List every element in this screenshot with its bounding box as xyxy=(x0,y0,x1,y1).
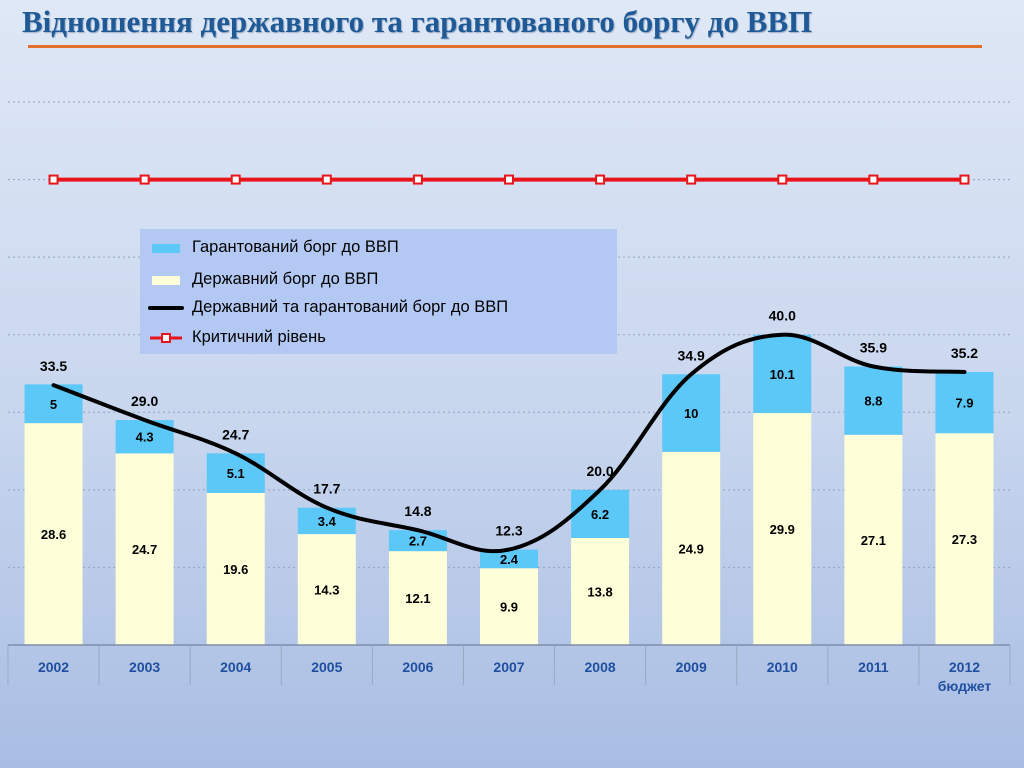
x-tick-label: 2004 xyxy=(220,659,251,675)
bars xyxy=(24,334,994,645)
critical-level-marker xyxy=(959,174,970,185)
bar-state-debt xyxy=(571,537,630,645)
x-tick-label: 2006 xyxy=(402,659,433,675)
label-total-debt: 34.9 xyxy=(678,347,705,363)
critical-level-marker xyxy=(321,174,332,185)
legend-item-guaranteed: Гарантований борг до ВВП xyxy=(140,236,610,260)
legend-swatch-critical xyxy=(150,333,182,343)
label-guaranteed-debt: 10.1 xyxy=(770,367,795,382)
legend-item-critical: Критичний рівень xyxy=(140,326,610,350)
label-total-debt: 14.8 xyxy=(404,503,431,519)
data-labels: 28.6 5 24.7 4.3 19.6 5.1 14.3 3.4 12.1 2.7 9.9 2.4 1… xyxy=(40,308,978,615)
legend-swatch-guaranteed xyxy=(152,244,180,253)
label-state-debt: 28.6 xyxy=(41,527,66,542)
bar-state-debt xyxy=(753,413,812,645)
label-guaranteed-debt: 5 xyxy=(50,397,57,412)
label-total-debt: 40.0 xyxy=(769,308,796,324)
title-underline xyxy=(28,45,982,48)
critical-level-line xyxy=(48,174,970,185)
x-tick-label: 2007 xyxy=(493,659,524,675)
bar-state-debt xyxy=(480,568,538,645)
label-state-debt: 29.9 xyxy=(770,522,795,537)
bar-state-debt xyxy=(388,551,447,645)
critical-level-marker xyxy=(139,174,150,185)
slide-title: Відношення державного та гарантованого б… xyxy=(22,4,813,39)
legend-item-total: Державний та гарантований борг до ВВП xyxy=(140,296,610,320)
x-tick-label: 2010 xyxy=(767,659,798,675)
critical-level-marker xyxy=(777,174,788,185)
label-total-debt: 20.0 xyxy=(586,463,613,479)
label-state-debt: 19.6 xyxy=(223,562,248,577)
label-guaranteed-debt: 2.7 xyxy=(409,534,427,549)
legend-swatch-total xyxy=(148,306,184,310)
label-guaranteed-debt: 2.4 xyxy=(500,552,519,567)
label-state-debt: 13.8 xyxy=(587,584,612,599)
label-guaranteed-debt: 8.8 xyxy=(864,394,882,409)
bar-state-debt xyxy=(115,453,174,645)
label-state-debt: 24.9 xyxy=(679,541,704,556)
x-tick-label: 2009 xyxy=(676,659,707,675)
label-state-debt: 27.3 xyxy=(952,532,977,547)
bar-guaranteed-debt xyxy=(753,334,812,414)
label-state-debt: 24.7 xyxy=(132,542,157,557)
critical-level-marker xyxy=(504,174,514,185)
label-guaranteed-debt: 6.2 xyxy=(591,507,609,522)
legend-label-guaranteed: Гарантований борг до ВВП xyxy=(192,238,399,256)
bar-state-debt xyxy=(206,492,265,645)
label-total-debt: 29.0 xyxy=(131,393,158,409)
x-tick-sublabel: бюджет xyxy=(938,678,992,694)
critical-level-marker xyxy=(868,174,879,185)
bar-guaranteed-debt xyxy=(206,453,265,493)
bar-guaranteed-debt xyxy=(480,549,538,569)
bar-state-debt xyxy=(297,534,356,645)
label-state-debt: 27.1 xyxy=(861,533,886,548)
critical-level-marker xyxy=(48,174,59,185)
x-tick-label: 2002 xyxy=(38,659,69,675)
label-total-debt: 17.7 xyxy=(313,481,340,497)
critical-level-marker xyxy=(595,174,606,185)
bar-state-debt xyxy=(24,423,83,645)
total-debt-line xyxy=(51,332,967,554)
label-state-debt: 14.3 xyxy=(314,583,339,598)
label-guaranteed-debt: 7.9 xyxy=(955,396,973,411)
label-total-debt: 24.7 xyxy=(222,426,249,442)
label-guaranteed-debt: 3.4 xyxy=(318,514,337,529)
x-tick-label: 2008 xyxy=(585,659,616,675)
legend-label-critical: Критичний рівень xyxy=(192,328,326,346)
bar-state-debt xyxy=(662,451,721,645)
label-guaranteed-debt: 10 xyxy=(684,406,698,421)
label-total-debt: 35.9 xyxy=(860,340,887,356)
bar-guaranteed-debt xyxy=(297,507,356,535)
label-state-debt: 12.1 xyxy=(405,591,430,606)
x-axis: 2002 2003 2004 2005 2006 2007 2008 2009 2010 2011… xyxy=(7,644,1011,694)
x-tick-label: 2012 xyxy=(949,659,980,675)
legend-swatch-state xyxy=(152,276,180,285)
label-total-debt: 33.5 xyxy=(40,358,67,374)
x-tick-label: 2011 xyxy=(858,659,889,675)
legend: Гарантований борг до ВВП Державний борг … xyxy=(140,229,617,354)
critical-level-marker xyxy=(686,174,697,185)
label-total-debt: 35.2 xyxy=(951,345,978,361)
critical-level-marker xyxy=(412,174,423,185)
legend-item-state: Державний борг до ВВП xyxy=(140,268,610,292)
bar-guaranteed-debt xyxy=(844,366,903,435)
bar-state-debt xyxy=(844,434,903,645)
bar-guaranteed-debt xyxy=(662,374,721,452)
bar-guaranteed-debt xyxy=(935,371,994,434)
total-debt-curve xyxy=(51,332,967,554)
legend-label-total: Державний та гарантований борг до ВВП xyxy=(192,298,509,316)
critical-level-marker xyxy=(230,174,241,185)
label-total-debt: 12.3 xyxy=(495,523,522,539)
label-guaranteed-debt: 4.3 xyxy=(136,430,154,445)
label-guaranteed-debt: 5.1 xyxy=(227,466,245,481)
x-tick-label: 2003 xyxy=(129,659,160,675)
label-state-debt: 9.9 xyxy=(500,600,518,615)
legend-label-state: Державний борг до ВВП xyxy=(192,270,379,288)
bar-guaranteed-debt xyxy=(571,489,630,538)
bar-state-debt xyxy=(935,433,994,645)
x-tick-label: 2005 xyxy=(311,659,342,675)
